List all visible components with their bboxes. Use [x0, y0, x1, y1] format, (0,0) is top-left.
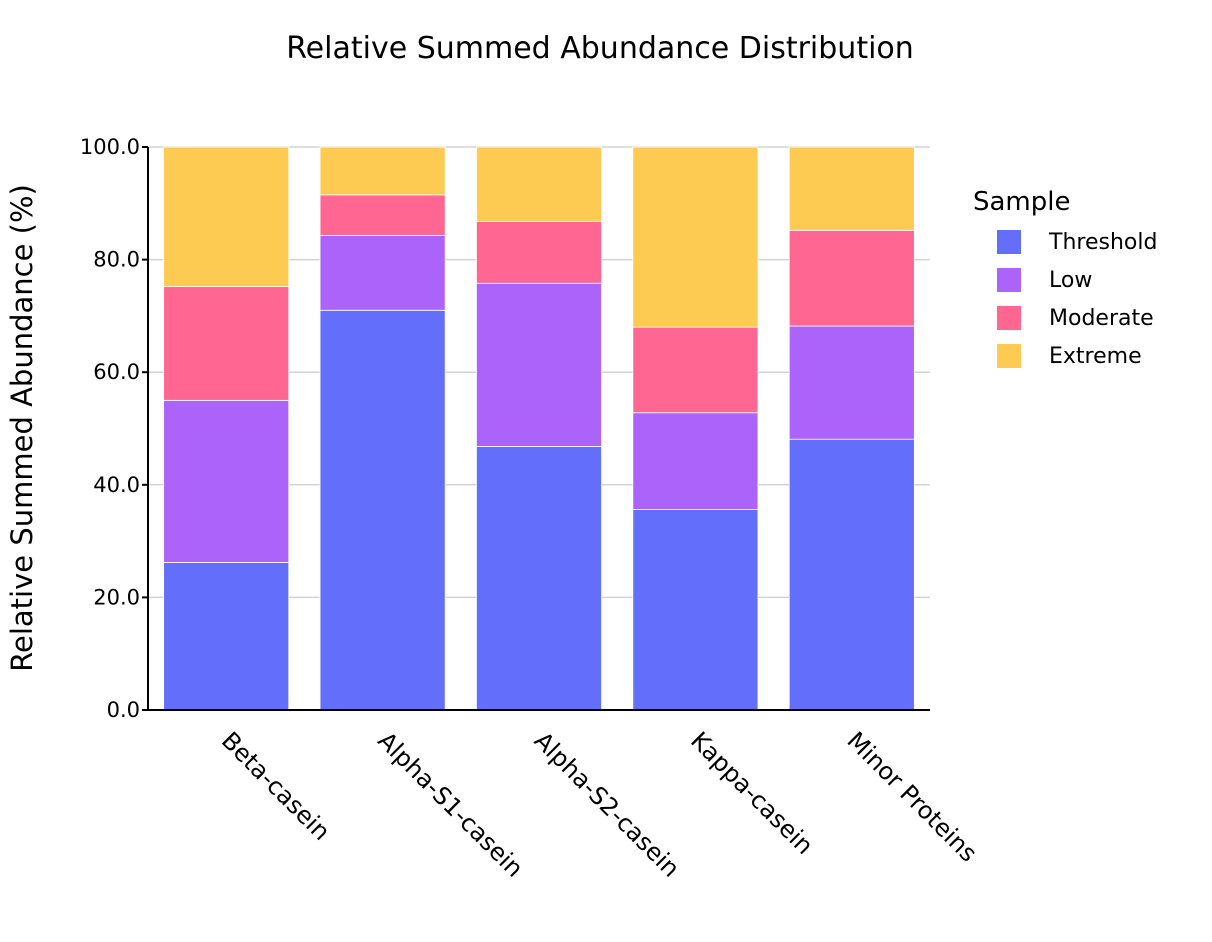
- bar-segment-low: [788, 325, 915, 440]
- legend-swatch-threshold: [997, 230, 1021, 254]
- bar-segment-extreme: [319, 146, 446, 196]
- legend-label: Moderate: [1049, 306, 1154, 331]
- y-tick-label: 100.0: [80, 135, 140, 159]
- legend-label: Low: [1049, 268, 1092, 293]
- bar-segment-low: [163, 399, 290, 563]
- bar-segment-low: [319, 234, 446, 311]
- x-tick-labels: Beta-casein Alpha-S1-casein Alpha-S2-casei…: [216, 726, 983, 882]
- bar-segment-moderate: [632, 326, 759, 414]
- y-axis-title: Relative Summed Abundance (%): [5, 184, 39, 672]
- axes: [147, 147, 930, 711]
- y-tick-label: 20.0: [93, 585, 140, 609]
- legend-swatch-extreme: [997, 344, 1021, 368]
- y-tick-labels: 0.0 20.0 40.0 60.0 80.0 100.0: [80, 135, 148, 722]
- bar-segment-threshold: [632, 509, 759, 711]
- chart-title: Relative Summed Abundance Distribution: [286, 31, 914, 66]
- y-tick-label: 40.0: [93, 473, 140, 497]
- bar-segment-extreme: [788, 146, 915, 231]
- bar-segment-threshold: [476, 446, 602, 711]
- bar-segment-extreme: [163, 146, 290, 288]
- legend-title: Sample: [973, 187, 1071, 217]
- legend-label: Threshold: [1048, 230, 1157, 255]
- legend-swatch-moderate: [997, 306, 1021, 330]
- bar-segment-moderate: [788, 229, 915, 327]
- x-tick-label: Minor Proteins: [842, 726, 983, 867]
- bar-segment-extreme: [632, 146, 759, 328]
- y-tick-label: 0.0: [107, 698, 140, 722]
- bar-segment-threshold: [163, 562, 290, 711]
- x-tick-label: Beta-casein: [216, 726, 336, 846]
- bar-segment-threshold: [319, 309, 446, 711]
- x-tick-label: Alpha-S2-casein: [529, 726, 685, 882]
- y-tick-label: 80.0: [93, 248, 140, 272]
- bar-segment-low: [632, 412, 759, 510]
- bar-segment-threshold: [788, 438, 915, 711]
- bar-segment-moderate: [319, 194, 446, 236]
- y-tick-label: 60.0: [93, 360, 140, 384]
- bar-segment-extreme: [476, 146, 602, 222]
- legend-swatch-low: [997, 268, 1021, 292]
- x-tick-label: Alpha-S1-casein: [372, 726, 528, 882]
- bars: [163, 146, 915, 711]
- legend: Sample Threshold Low Moderate Extreme: [973, 187, 1157, 369]
- bar-segment-moderate: [476, 220, 602, 284]
- bar-segment-low: [476, 282, 602, 447]
- bar-segment-moderate: [163, 286, 290, 401]
- x-tick-label: Kappa-casein: [685, 726, 819, 860]
- legend-label: Extreme: [1049, 344, 1142, 369]
